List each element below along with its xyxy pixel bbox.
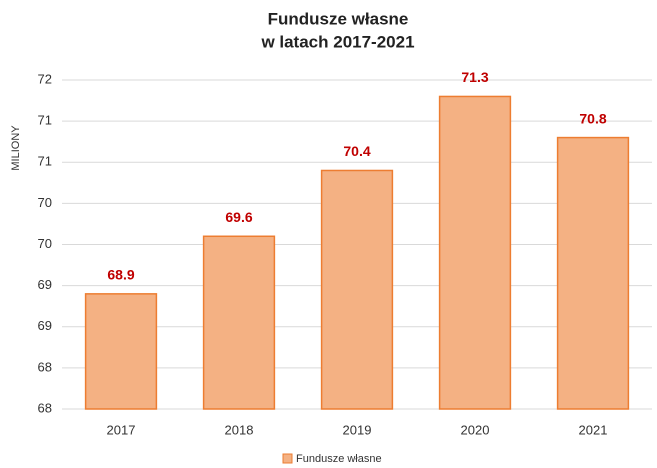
y-axis-label: MILIONY: [10, 125, 22, 171]
x-tick-label: 2017: [107, 422, 136, 437]
value-label: 69.6: [225, 209, 252, 225]
y-tick-label: 71: [38, 113, 52, 128]
y-tick-label: 68: [38, 359, 52, 374]
legend-label: Fundusze własne: [296, 453, 382, 465]
value-label: 70.8: [579, 110, 606, 126]
x-tick-label: 2018: [225, 422, 254, 437]
x-tick-label: 2021: [579, 422, 608, 437]
y-tick-label: 69: [38, 318, 52, 333]
chart-title: w latach 2017-2021: [260, 32, 414, 51]
y-tick-label: 72: [38, 71, 52, 86]
bar: [556, 136, 630, 410]
y-tick-label: 70: [38, 236, 52, 251]
y-tick-label: 69: [38, 277, 52, 292]
bar: [438, 95, 512, 410]
y-tick-label: 71: [38, 154, 52, 169]
x-tick-label: 2020: [461, 422, 490, 437]
value-label: 71.3: [461, 69, 488, 85]
y-tick-label: 68: [38, 400, 52, 415]
x-tick-label: 2019: [343, 422, 372, 437]
y-tick-label: 70: [38, 195, 52, 210]
bar: [320, 169, 394, 410]
bar: [202, 235, 276, 410]
bar: [84, 293, 158, 410]
value-label: 70.4: [343, 143, 370, 159]
chart-title: Fundusze własne: [268, 9, 409, 28]
legend-swatch: [282, 453, 293, 464]
value-label: 68.9: [107, 267, 134, 283]
